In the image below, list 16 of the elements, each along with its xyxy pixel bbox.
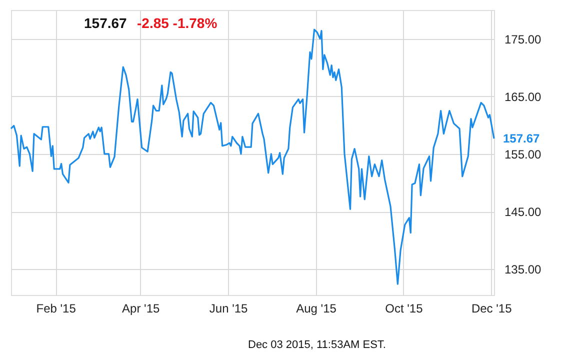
x-tick-label: Aug '15 <box>296 302 337 316</box>
chart-subtitle: -2.85 -1.78% <box>137 15 218 31</box>
x-tick-label: Jun '15 <box>209 302 248 316</box>
x-tick-label: Apr '15 <box>122 302 160 316</box>
chart-title: 157.67 <box>84 15 128 31</box>
y-tick-label: 135.00 <box>504 262 542 277</box>
text: Dec 03 2015, 11:53AM EST. <box>248 339 386 351</box>
y-tick-label: 155.00 <box>504 147 542 162</box>
y-tick-label: 165.00 <box>504 90 542 104</box>
x-tick-label: Dec '15 <box>471 302 512 316</box>
x-tick-label: Oct '15 <box>385 302 424 316</box>
y-tick-label: 145.00 <box>504 205 542 220</box>
x-tick-label: Feb '15 <box>36 302 76 316</box>
y-tick-label: 175.00 <box>504 32 542 46</box>
line-series <box>10 28 495 285</box>
annotation: 157.67 <box>503 132 540 146</box>
